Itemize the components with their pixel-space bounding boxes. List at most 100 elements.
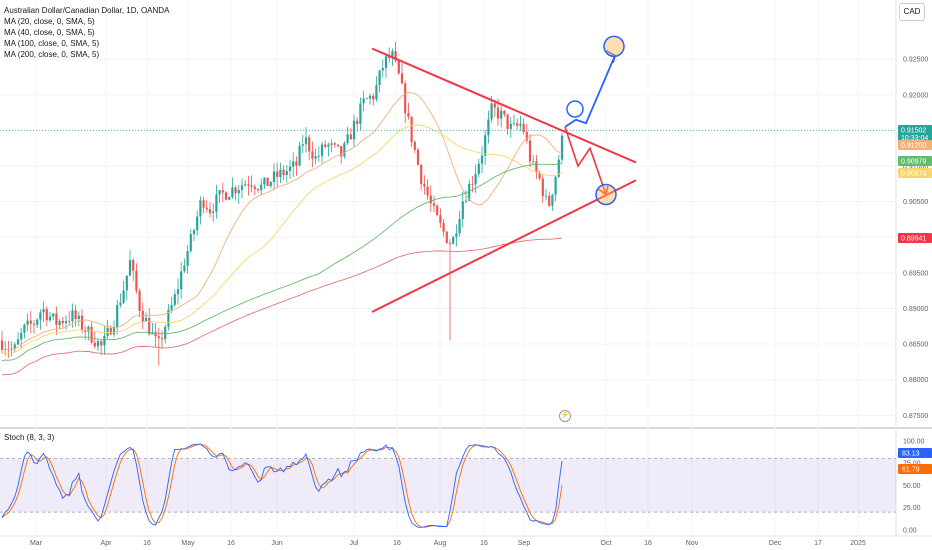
candle-body	[410, 116, 413, 142]
candle-body	[384, 56, 388, 69]
price-badge-value: 0.91200	[901, 143, 926, 150]
target-circle-support	[595, 183, 617, 206]
lightning-icon[interactable]: ⚡	[559, 410, 571, 422]
candle-body	[356, 120, 359, 124]
chart-legend: Australian Dollar/Canadian Dollar, 1D, O…	[4, 5, 169, 60]
candle-body	[471, 184, 474, 185]
bearish-arrowhead	[597, 185, 609, 196]
price-tick-label: 0.91000	[903, 164, 928, 171]
lower-trendline	[371, 179, 637, 313]
currency-button[interactable]: CAD	[899, 3, 925, 21]
price-tick-label: 0.88500	[903, 342, 928, 349]
candle-body	[500, 110, 503, 119]
candle-body	[135, 270, 138, 291]
candle-body	[157, 336, 160, 339]
candle-body	[122, 290, 125, 303]
candle-body	[532, 161, 535, 163]
candle-body	[45, 309, 48, 321]
time-tick-label: Jul	[350, 540, 359, 547]
bullish-projection-arrow	[564, 55, 616, 128]
price-badge-value: 0.91502	[901, 128, 926, 135]
candle-body	[448, 242, 452, 244]
price-tick-label: 0.87500	[903, 413, 928, 420]
candle-body	[39, 312, 42, 320]
legend-ma40[interactable]: MA (40, close, 0, SMA, 5)	[4, 28, 95, 37]
candle-body	[484, 135, 487, 156]
candle-body	[256, 189, 260, 191]
candle-body	[362, 98, 365, 104]
candle-body	[192, 230, 196, 234]
stoch-badge	[898, 464, 932, 474]
candle-body	[170, 304, 173, 310]
candle-body	[240, 185, 244, 190]
candle-body	[528, 140, 532, 162]
candle-body	[423, 183, 426, 187]
candle-body	[400, 73, 404, 84]
stoch-tick-label: 25.00	[903, 505, 921, 512]
price-badge	[898, 233, 932, 243]
price-tick-label: 0.92500	[903, 57, 928, 64]
candle-body	[231, 187, 234, 197]
candle-body	[224, 192, 228, 200]
candle-body	[557, 159, 560, 177]
candle-body	[196, 216, 199, 231]
time-tick-label: Apr	[101, 540, 113, 547]
legend-ma200[interactable]: MA (200, close, 0, SMA, 5)	[4, 50, 100, 59]
candle-body	[202, 200, 205, 208]
stoch-tick-label: 50.00	[903, 483, 921, 490]
candle-body	[487, 119, 490, 136]
candle-body	[445, 231, 448, 243]
target-circle-breakout	[566, 100, 584, 118]
stoch-legend[interactable]: Stoch (8, 3, 3)	[4, 433, 55, 442]
candle-body	[71, 310, 74, 322]
candle-body	[311, 151, 314, 159]
candle-body	[426, 186, 429, 196]
candle-body	[333, 143, 336, 145]
candle-body	[397, 60, 400, 74]
candle-body	[266, 177, 269, 187]
candle-body	[100, 341, 103, 346]
candle-body	[55, 313, 58, 325]
candle-body	[221, 190, 224, 193]
candle-body	[538, 172, 541, 179]
legend-symbol[interactable]: Australian Dollar/Canadian Dollar, 1D, O…	[4, 6, 170, 15]
candle-body	[74, 310, 77, 320]
time-tick-label: 16	[227, 540, 235, 547]
candle-body	[125, 275, 128, 291]
candle-body	[84, 329, 87, 332]
candle-body	[464, 200, 468, 202]
candle-body	[68, 320, 71, 322]
candle-body	[80, 315, 84, 330]
time-tick-label: Nov	[686, 540, 699, 547]
candle-body	[106, 327, 109, 336]
time-tick-label: Dec	[769, 540, 782, 547]
candle-body	[503, 110, 506, 115]
target-circle-upper	[603, 35, 625, 58]
candle-body	[304, 137, 308, 145]
time-tick-label: Oct	[601, 540, 612, 547]
bearish-projection-path	[564, 126, 607, 195]
ma-200-line	[1, 237, 563, 376]
candle-body	[301, 144, 304, 146]
candle-body	[247, 184, 250, 186]
candle-body	[112, 326, 116, 335]
candle-body	[116, 305, 119, 327]
candle-body	[372, 95, 375, 100]
candle-body	[439, 215, 442, 224]
legend-ma100[interactable]: MA (100, close, 0, SMA, 5)	[4, 39, 100, 48]
candle-body	[228, 196, 231, 200]
candle-body	[215, 194, 218, 212]
candle-body	[519, 123, 522, 126]
candle-body	[314, 156, 317, 159]
legend-ma20[interactable]: MA (20, close, 0, SMA, 5)	[4, 17, 95, 26]
candle-body	[16, 339, 20, 345]
candle-body	[317, 155, 320, 157]
candle-body	[461, 201, 464, 220]
candle-body	[272, 171, 276, 183]
price-badge	[898, 156, 932, 166]
candle-body	[560, 135, 564, 160]
price-badge-value: 0.89941	[901, 236, 926, 243]
candle-body	[64, 320, 68, 324]
candle-body	[452, 237, 455, 244]
